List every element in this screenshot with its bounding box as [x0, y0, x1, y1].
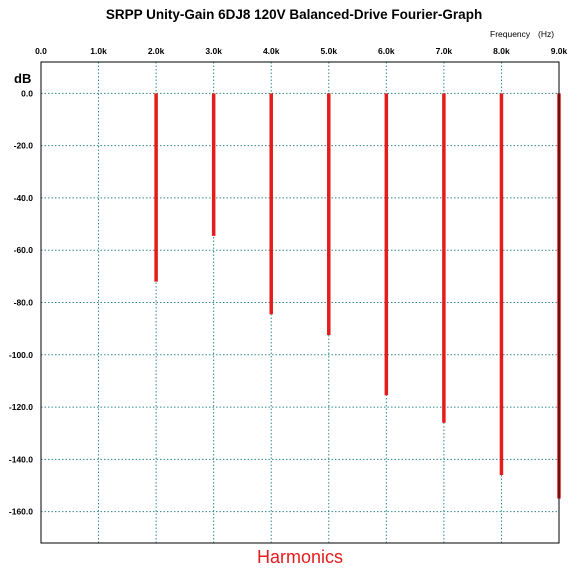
y-tick-label: -160.0: [9, 507, 33, 517]
x-tick-label: 4.0k: [263, 46, 280, 56]
y-tick-label: -100.0: [9, 350, 33, 360]
y-tick-label: -20.0: [14, 141, 34, 151]
x-tick-label: 6.0k: [378, 46, 395, 56]
chart-title: SRPP Unity-Gain 6DJ8 120V Balanced-Drive…: [106, 7, 482, 22]
y-tick-label: -60.0: [14, 245, 34, 255]
y-axis-unit: dB: [14, 71, 31, 86]
x-tick-labels: 0.0 1.0k 2.0k 3.0k 4.0k 5.0k 6.0k 7.0k 8.0k 9.0k: [35, 46, 567, 56]
x-tick-label: 0.0: [35, 46, 47, 56]
x-axis-label: Frequency: [490, 29, 531, 39]
y-tick-label: 0.0: [21, 88, 33, 98]
x-tick-label: 5.0k: [321, 46, 338, 56]
plot-frame: [40, 61, 560, 544]
y-tick-label: -140.0: [9, 454, 33, 464]
grid-lines: [40, 62, 560, 543]
x-tick-label: 3.0k: [205, 46, 222, 56]
x-tick-label: 2.0k: [148, 46, 165, 56]
x-tick-label: 7.0k: [436, 46, 453, 56]
y-tick-label: -80.0: [14, 298, 34, 308]
chart-caption: Harmonics: [257, 547, 343, 567]
x-tick-label: 1.0k: [90, 46, 107, 56]
harmonic-bars: [154, 93, 561, 499]
y-tick-labels: 0.0 -20.0 -40.0 -60.0 -80.0 -100.0 -120.0 -140.…: [9, 88, 33, 516]
x-tick-label: 9.0k: [551, 46, 568, 56]
y-tick-label: -120.0: [9, 402, 33, 412]
x-axis-unit: (Hz): [538, 29, 554, 39]
x-tick-label: 8.0k: [493, 46, 510, 56]
y-tick-label: -40.0: [14, 193, 34, 203]
